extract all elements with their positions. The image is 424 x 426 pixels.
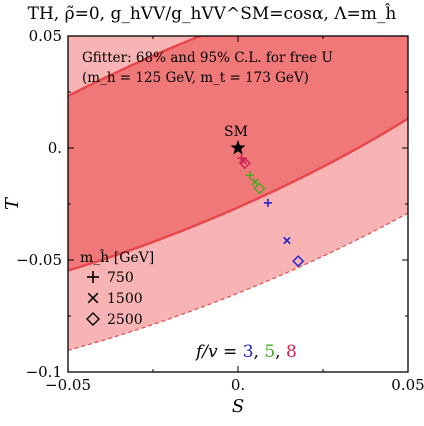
sm-star bbox=[230, 140, 246, 155]
point-diamond-fv5 bbox=[253, 182, 266, 195]
fv-prefix: f/v = bbox=[194, 342, 243, 362]
chart-title-text: TH, ρ̃=0, g_hVV/g_hVV^SM=cosα, Λ=m_ĥ bbox=[27, 4, 397, 24]
y-tick-label: 0.05 bbox=[29, 27, 62, 45]
point-cross-fv5-b bbox=[251, 178, 259, 186]
fv-separator: , bbox=[254, 342, 265, 362]
legend-marker-plus bbox=[87, 271, 99, 283]
sm-label: SM bbox=[224, 124, 248, 140]
x-tick-label: 0.05 bbox=[391, 376, 424, 394]
annotation-line-1: Gfitter: 68% and 95% C.L. for free U bbox=[82, 50, 333, 66]
fv-value-5: 5 bbox=[264, 342, 275, 362]
legend-title: m_ĥ [GeV] bbox=[80, 248, 154, 266]
fv-value-3: 3 bbox=[243, 342, 254, 362]
x-axis-label: S bbox=[232, 396, 244, 417]
legend-marker-cross bbox=[87, 292, 99, 304]
confidence-regions bbox=[68, 36, 408, 351]
chart-title: TH, ρ̃=0, g_hVV/g_hVV^SM=cosα, Λ=m_ĥ bbox=[0, 4, 424, 24]
x-tick-label: −0.05 bbox=[45, 376, 91, 394]
legend-label-cross: 1500 bbox=[107, 291, 143, 307]
y-tick-label: −0.05 bbox=[16, 251, 62, 269]
fv-label: f/v = 3, 5, 8 bbox=[194, 342, 297, 362]
y-axis-label: T bbox=[2, 196, 23, 210]
chart-marks bbox=[67, 35, 409, 373]
legend-label-plus: 750 bbox=[107, 270, 134, 286]
legend-label-diamond: 2500 bbox=[107, 312, 143, 328]
x-tick-label: 0. bbox=[231, 376, 245, 394]
point-plus-fv3 bbox=[263, 198, 272, 207]
y-tick-label: −0.1 bbox=[26, 363, 62, 381]
legend-marker-diamond bbox=[86, 312, 100, 326]
region-68-cl bbox=[68, 36, 408, 272]
y-tick-label: 0. bbox=[48, 139, 62, 157]
point-cross-fv3-b bbox=[283, 236, 291, 245]
point-diamond-fv3 bbox=[292, 255, 305, 268]
legend-marker-cross-b bbox=[87, 292, 99, 304]
point-plus-fv5 bbox=[245, 171, 254, 180]
fv-separator: , bbox=[275, 342, 286, 362]
fv-value-8: 8 bbox=[286, 342, 297, 362]
point-cross-fv3 bbox=[283, 236, 291, 245]
point-diamond-fv8 bbox=[238, 157, 251, 170]
annotation-line-2: (m_h = 125 GeV, m_t = 173 GeV) bbox=[82, 70, 309, 86]
point-cross-fv5 bbox=[251, 178, 259, 186]
